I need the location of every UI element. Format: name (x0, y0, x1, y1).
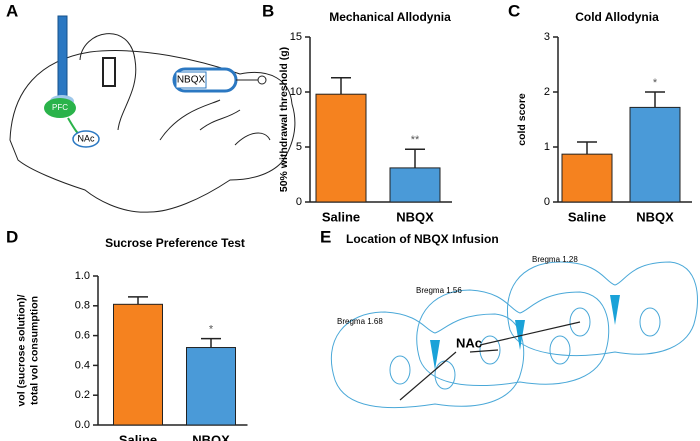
panel-letter: E (320, 227, 331, 246)
bar (389, 167, 441, 203)
pfc-label: PFC (52, 103, 68, 112)
bar (186, 347, 236, 426)
y-tick-label: 0.0 (75, 419, 90, 431)
pointer (399, 321, 581, 401)
chart-title: Mechanical Allodynia (329, 10, 451, 24)
panel-letter: B (262, 1, 274, 20)
brain-outline (9, 50, 296, 213)
significance: ** (411, 134, 420, 146)
chart-title: Sucrose Preference Test (105, 236, 245, 250)
x-tick-label: NBQX (396, 209, 434, 224)
y-tick-label: 0.2 (75, 389, 90, 401)
y-tick-label: 0.8 (75, 300, 90, 312)
nac-outline (549, 335, 571, 365)
significance: * (653, 77, 658, 89)
drug-label: NBQX (177, 75, 206, 86)
bar (113, 303, 163, 426)
y-tick-label: 0 (544, 196, 550, 208)
x-tick-label: Saline (568, 209, 606, 224)
y-tick-label: 0.4 (75, 359, 90, 371)
cannula (102, 57, 116, 87)
y-tick-label: 1.0 (75, 270, 90, 282)
y-axis-label: 50% withdrawal threshold (g) (278, 47, 290, 192)
y-tick-label: 15 (290, 31, 302, 43)
nac-label: NAc (77, 133, 95, 143)
y-tick-label: 0.6 (75, 330, 90, 342)
electrode (57, 15, 68, 99)
y-tick-label: 5 (296, 141, 302, 153)
pfc-region (44, 98, 76, 118)
bregma-label: Bregma 1.28 (532, 255, 578, 264)
chart: D Sucrose Preference Test vol (sucrose sol… (6, 227, 248, 441)
target-label: NAc (456, 335, 482, 350)
y-axis-label: total vol consumption (28, 296, 40, 405)
bregma-label: Bregma 1.68 (337, 317, 383, 326)
section (506, 261, 698, 356)
bar (561, 153, 613, 203)
panel-a: A PFC NAc NBQX (6, 1, 296, 213)
brain-line (79, 33, 137, 131)
brain-line (159, 99, 271, 146)
bar (315, 93, 367, 203)
panel-e: E Location of NBQX Infusion Bregma 1.28 … (320, 227, 698, 409)
ventricle (430, 295, 620, 370)
y-tick-label: 0 (296, 196, 302, 208)
chart-title: Cold Allodynia (575, 10, 659, 24)
chart: C Cold Allodynia cold score 0 1 2 3 Saline NBQX * (508, 1, 692, 224)
panel-letter: D (6, 227, 18, 246)
section (416, 289, 610, 387)
section (330, 311, 525, 409)
chart: B Mechanical Allodynia 50% withdrawal thre… (262, 1, 452, 224)
nac-outline (389, 355, 411, 385)
nac-outline (434, 360, 456, 390)
panel-title: Location of NBQX Infusion (346, 232, 499, 246)
nac-region (72, 130, 100, 148)
x-tick-label: Saline (119, 432, 157, 441)
x-tick-label: Saline (322, 209, 360, 224)
nac-outline (479, 335, 501, 365)
y-tick-label: 10 (290, 86, 302, 98)
y-axis-label: vol (sucrose solution)/ (15, 294, 27, 406)
bregma-label: Bregma 1.56 (416, 286, 462, 295)
bar (629, 106, 681, 203)
drug-box (175, 71, 207, 89)
y-tick-label: 2 (544, 86, 550, 98)
y-tick-label: 3 (544, 31, 550, 43)
x-tick-label: NBQX (192, 432, 230, 441)
nac-outline (569, 307, 591, 337)
significance: * (209, 323, 214, 335)
y-tick-label: 1 (544, 141, 550, 153)
plunger-cap (257, 75, 267, 85)
x-tick-label: NBQX (636, 209, 674, 224)
panel-letter: C (508, 1, 520, 20)
nac-outline (639, 307, 661, 337)
y-axis-label: cold score (516, 93, 528, 146)
panel-letter: A (6, 1, 18, 20)
